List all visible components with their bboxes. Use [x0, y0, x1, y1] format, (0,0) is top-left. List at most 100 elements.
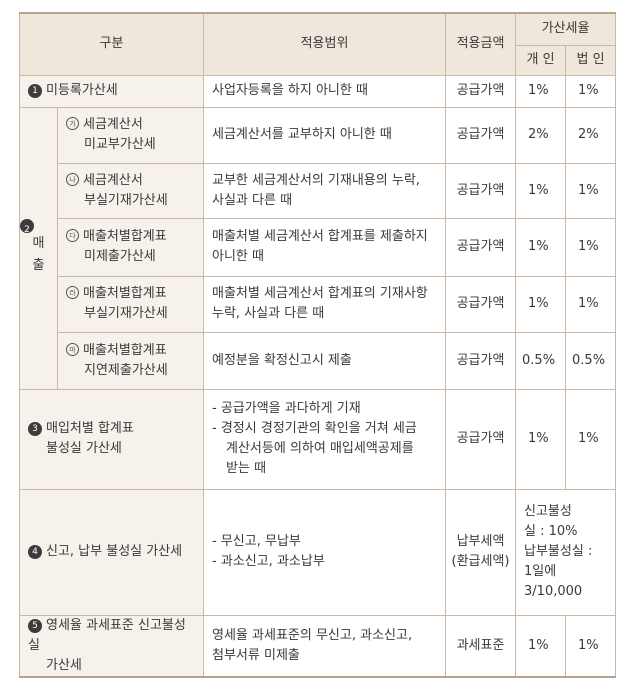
additional-tax-table: 구분 적용범위 적용금액 가산세율 개 인 법 인 1 미등록가산세 사업자등록을…: [18, 12, 617, 678]
corporate-rate-cell: 2%: [565, 106, 617, 164]
table-row: 마 매출처별합계표 지연제출가산세 예정분을 확정신고시 제출 공급가액 0.5%…: [20, 331, 617, 390]
header-rate: 가산세율: [515, 12, 617, 46]
scope-text: 경정시 경정기관의 확인을 거쳐 세금: [220, 421, 417, 436]
amount-cell: 과세표준: [445, 614, 517, 678]
individual-rate-cell: 2%: [515, 106, 567, 164]
circled-letter-icon: 다: [66, 229, 79, 242]
amount-cell: 납부세액 (환급세액): [445, 488, 517, 616]
scope-cell: 예정분을 확정신고시 제출: [203, 331, 447, 390]
scope-text: 과소신고, 과소납부: [220, 554, 325, 569]
category-cell: 나 세금계산서 부실기재가산세: [56, 162, 205, 219]
rate-text: 3/10,000: [524, 584, 583, 599]
category-label: 매출처별합계표: [83, 342, 167, 358]
category-label: 부실기재가산세: [84, 192, 168, 208]
list-item: 과소신고, 과소납부: [212, 552, 437, 572]
list-item: 무신고, 무납부: [212, 532, 437, 552]
scope-text: 받는 때: [226, 461, 267, 476]
table-row: 나 세금계산서 부실기재가산세 교부한 세금계산서의 기재내용의 누락, 사실과 …: [20, 162, 617, 219]
merged-rate-cell: 신고불성 실 : 10% 납부불성실 : 1일에 3/10,000: [515, 488, 617, 616]
individual-rate-cell: 1%: [515, 162, 567, 219]
category-label: 매출처별합계표: [83, 286, 167, 301]
category-label: 영세율 과세표준 신고불성실: [28, 617, 186, 653]
corporate-rate: 1%: [578, 431, 599, 446]
additional-tax-table-wrapper: 구분 적용범위 적용금액 가산세율 개 인 법 인 1 미등록가산세 사업자등록을…: [18, 12, 617, 678]
sales-group-char: 출: [32, 258, 45, 273]
amount-text: 공급가액: [456, 182, 505, 198]
table-row: 4 신고, 납부 불성실 가산세 무신고, 무납부 과소신고, 과소납부 납부세액…: [18, 488, 617, 616]
category-label: 미제출가산세: [84, 249, 156, 264]
corporate-rate-cell: 0.5%: [565, 331, 617, 390]
scope-text: 영세율 과세표준의 무신고, 과소신고,: [212, 627, 413, 643]
individual-rate-cell: 1%: [515, 275, 567, 333]
circled-number-icon: 1: [28, 84, 42, 98]
scope-cell: 사업자등록을 하지 아니한 때: [203, 74, 447, 108]
category-label: 지연제출가산세: [84, 362, 168, 378]
table-row: 3 매입처별 합계표 불성실 가산세 공급가액을 과다하게 기재 경정시 경정기관…: [18, 388, 617, 490]
category-label: 부실기재가산세: [84, 306, 168, 321]
rate-text: 1일에: [524, 564, 557, 579]
header-individual: 개 인: [515, 44, 567, 76]
corporate-rate: 2%: [578, 127, 599, 142]
category-label: 세금계산서: [83, 117, 143, 132]
individual-rate: 1%: [528, 239, 549, 254]
header-division: 구분: [18, 12, 205, 76]
scope-text: 예정분을 확정신고시 제출: [212, 352, 352, 368]
corporate-rate: 1%: [578, 182, 599, 198]
category-cell: 다 매출처별합계표 미제출가산세: [56, 217, 205, 277]
category-cell: 1 미등록가산세: [18, 74, 205, 108]
individual-rate-cell: 1%: [515, 217, 567, 277]
category-cell: 4 신고, 납부 불성실 가산세: [18, 488, 205, 616]
table-row: 라 매출처별합계표 부실기재가산세 매출처별 세금계산서 합계표의 기재사항 누락…: [20, 275, 617, 333]
circled-letter-icon: 나: [66, 172, 79, 186]
amount-text: 공급가액: [456, 83, 505, 98]
header-amount: 적용금액: [445, 12, 517, 76]
corporate-rate: 0.5%: [572, 352, 606, 368]
category-cell: 5 영세율 과세표준 신고불성실 가산세: [18, 614, 205, 678]
scope-text: 계산서등에 의하여 매입세액공제를: [226, 441, 414, 456]
category-label: 세금계산서: [83, 172, 143, 188]
table-row: 5 영세율 과세표준 신고불성실 가산세 영세율 과세표준의 무신고, 과소신고,…: [18, 614, 617, 678]
amount-text: 공급가액: [456, 431, 505, 446]
category-label: 신고, 납부 불성실 가산세: [46, 544, 183, 559]
corporate-rate-cell: 1%: [565, 162, 617, 219]
amount-cell: 공급가액: [445, 388, 517, 490]
amount-text: 납부세액: [456, 534, 505, 549]
scope-text: 누락, 사실과 다른 때: [212, 306, 325, 321]
circled-number-icon: 5: [28, 618, 42, 633]
individual-rate: 2%: [528, 127, 549, 142]
category-label: 불성실 가산세: [46, 441, 122, 456]
amount-cell: 공급가액: [445, 106, 517, 164]
amount-text: 공급가액: [456, 296, 505, 311]
scope-text: 아니한 때: [212, 249, 264, 264]
category-label: 미등록가산세: [46, 83, 118, 98]
amount-cell: 공급가액: [445, 162, 517, 219]
amount-cell: 공급가액: [445, 74, 517, 108]
table-row: 1 미등록가산세 사업자등록을 하지 아니한 때 공급가액 1% 1%: [18, 74, 617, 108]
scope-text: 사실과 다른 때: [212, 192, 293, 208]
circled-number-icon: 3: [28, 422, 42, 436]
category-cell: 라 매출처별합계표 부실기재가산세: [56, 275, 205, 333]
amount-text: 공급가액: [456, 239, 505, 254]
amount-text: (환급세액): [451, 554, 510, 569]
scope-cell: 매출처별 세금계산서 합계표의 기재사항 누락, 사실과 다른 때: [203, 275, 447, 333]
sales-group-char: 매: [32, 236, 45, 251]
category-label: 가산세: [46, 657, 82, 673]
rate-text: 납부불성실 :: [524, 544, 593, 559]
header-row-bottom: 개 인 법 인: [20, 44, 617, 76]
corporate-rate: 1%: [578, 637, 599, 653]
individual-rate-cell: 1%: [515, 388, 567, 490]
individual-rate: 1%: [528, 637, 549, 653]
category-label: 매출처별합계표: [83, 229, 167, 244]
category-label: 매입처별 합계표: [46, 421, 134, 436]
individual-rate-cell: 1%: [515, 614, 567, 678]
circled-number-icon: 4: [28, 545, 42, 559]
individual-rate: 1%: [528, 83, 549, 98]
scope-cell: 매출처별 세금계산서 합계표를 제출하지 아니한 때: [203, 217, 447, 277]
amount-text: 공급가액: [456, 352, 505, 368]
corporate-rate-cell: 1%: [565, 74, 617, 108]
individual-rate: 1%: [528, 431, 549, 446]
category-cell: 3 매입처별 합계표 불성실 가산세: [18, 388, 205, 490]
